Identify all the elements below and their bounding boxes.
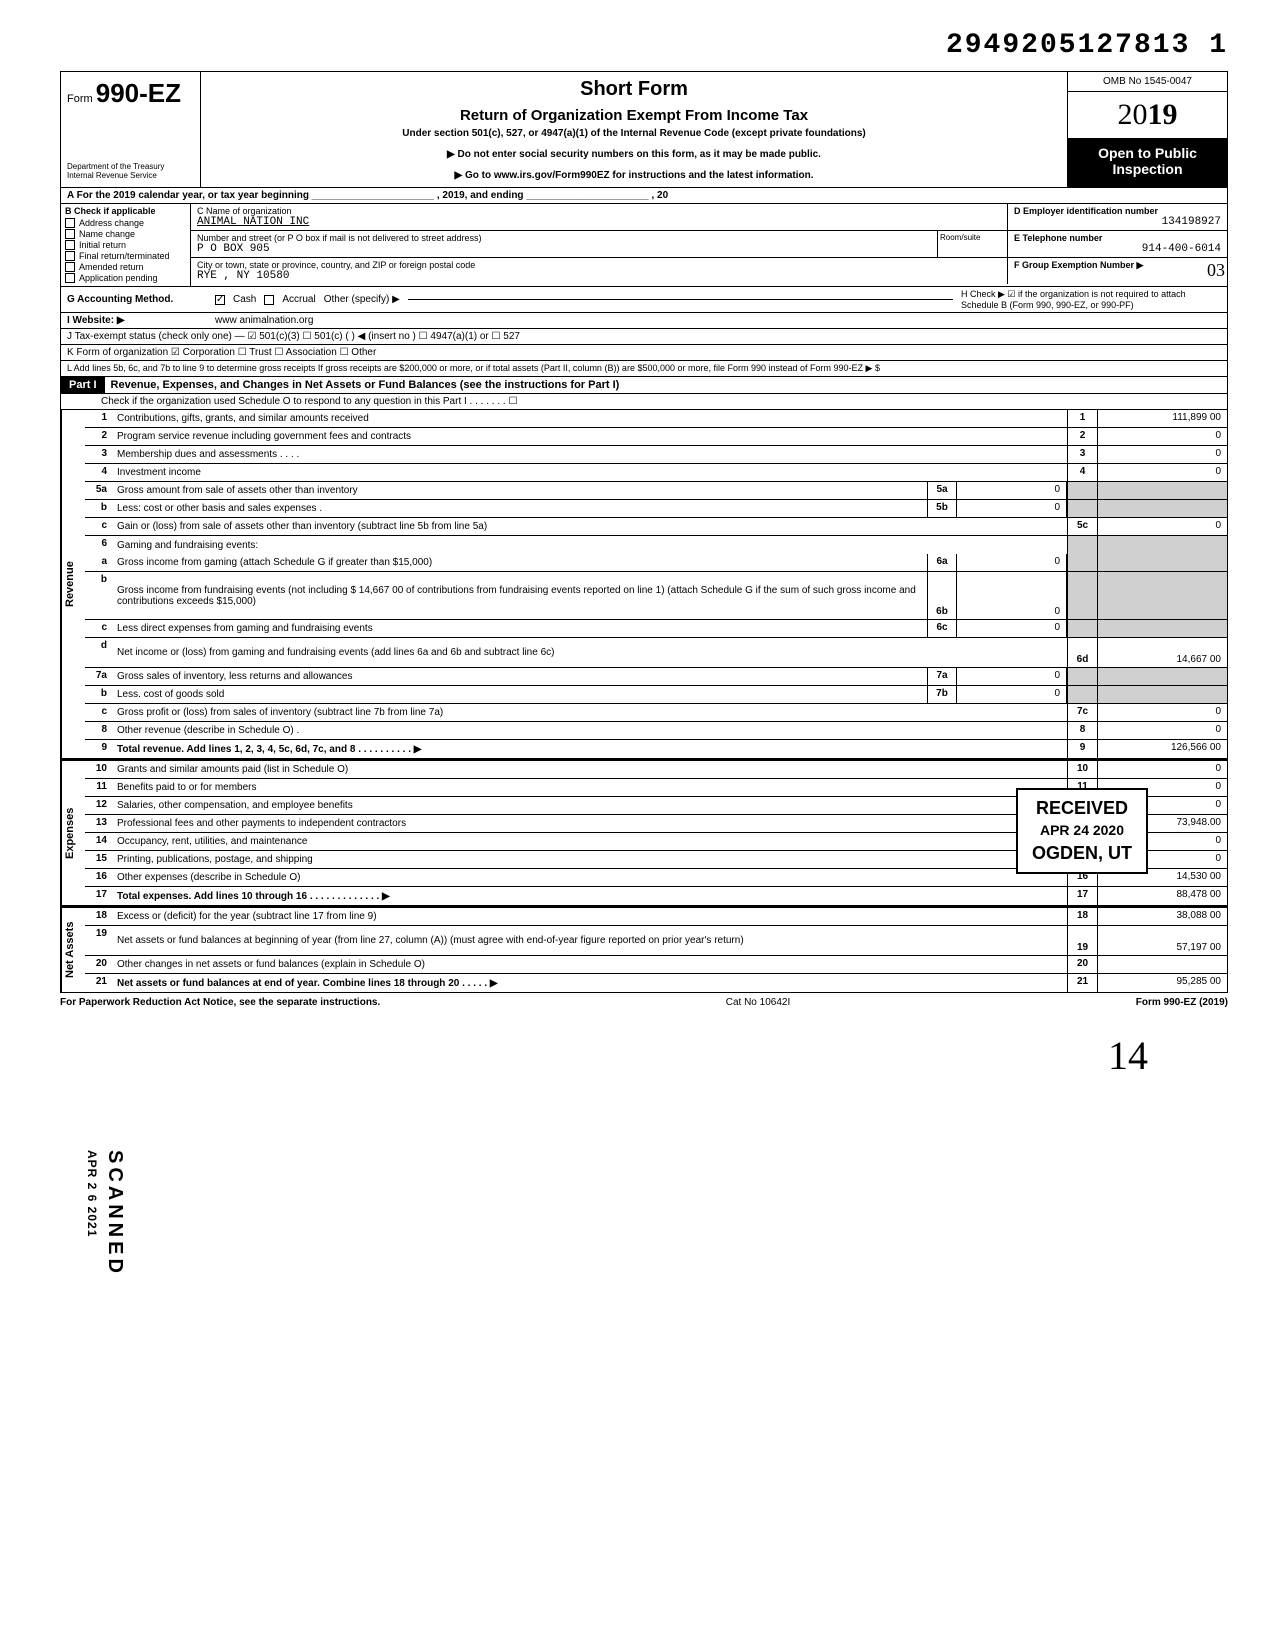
footer-right: Form 990-EZ (2019) (1136, 997, 1228, 1008)
stamp-scanned: SCANNED APR 2 6 2021 (80, 1150, 126, 1277)
info-grid: B Check if applicable Address change Nam… (60, 204, 1228, 287)
title-arrow1: ▶ Do not enter social security numbers o… (211, 149, 1057, 160)
row-A: A For the 2019 calendar year, or tax yea… (60, 188, 1228, 204)
expenses-vlabel: Expenses (61, 761, 85, 905)
dept-treasury: Department of the Treasury Internal Reve… (67, 163, 194, 181)
chk-name-change[interactable]: Name change (65, 229, 186, 239)
below-grid: G Accounting Method. Cash Accrual Other … (60, 287, 1228, 377)
row-G: G Accounting Method. Cash Accrual Other … (61, 287, 1227, 313)
chk-initial-return[interactable]: Initial return (65, 240, 186, 250)
title-main: Short Form (211, 78, 1057, 101)
room-suite: Room/suite (937, 231, 1007, 257)
chk-app-pending[interactable]: Application pending (65, 273, 186, 283)
F-group: F Group Exemption Number ▶ (1007, 258, 1227, 284)
revenue-table: Revenue 1Contributions, gifts, grants, a… (60, 410, 1228, 759)
footer: For Paperwork Reduction Act Notice, see … (60, 993, 1228, 1012)
chk-final-return[interactable]: Final return/terminated (65, 251, 186, 261)
part1-label: Part I (61, 377, 105, 393)
D-ein: D Employer identification number 1341989… (1007, 204, 1227, 230)
chk-address-change[interactable]: Address change (65, 218, 186, 228)
C-street: Number and street (or P O box if mail is… (191, 231, 937, 257)
footer-mid: Cat No 10642I (726, 997, 791, 1008)
handwritten-03: 03 (1207, 260, 1225, 281)
part1-header-row: Part I Revenue, Expenses, and Changes in… (60, 377, 1228, 394)
row-J: J Tax-exempt status (check only one) — ☑… (61, 329, 1227, 345)
revenue-vlabel: Revenue (61, 410, 85, 758)
header: Form 990-EZ Department of the Treasury I… (60, 71, 1228, 188)
E-phone: E Telephone number 914-400-6014 (1007, 231, 1227, 257)
title-sub: Return of Organization Exempt From Incom… (211, 107, 1057, 124)
netassets-lines: 18Excess or (deficit) for the year (subt… (85, 908, 1227, 992)
form-number: 990-EZ (96, 78, 181, 108)
footer-left: For Paperwork Reduction Act Notice, see … (60, 997, 380, 1008)
row-L: L Add lines 5b, 6c, and 7b to line 9 to … (61, 361, 1227, 376)
stamp-received: RECEIVED APR 24 2020 OGDEN, UT (1016, 788, 1148, 874)
form-page: 2949205127813 1 Form 990-EZ Department o… (60, 30, 1228, 1079)
title-arrow2: ▶ Go to www.irs.gov/Form990EZ for instru… (211, 170, 1057, 181)
title-box: Short Form Return of Organization Exempt… (201, 72, 1067, 187)
col-B: B Check if applicable Address change Nam… (61, 204, 191, 286)
row-I: I Website: ▶ www animalnation.org (61, 313, 1227, 329)
title-note: Under section 501(c), 527, or 4947(a)(1)… (211, 128, 1057, 139)
form-prefix: Form (67, 93, 93, 105)
C-city: City or town, state or province, country… (191, 258, 1007, 284)
netassets-table: Net Assets 18Excess or (deficit) for the… (60, 906, 1228, 993)
year: 2019 (1068, 92, 1227, 139)
chk-amended[interactable]: Amended return (65, 262, 186, 272)
col-CDEF: C Name of organization ANIMAL NATION INC… (191, 204, 1227, 286)
form-id-box: Form 990-EZ Department of the Treasury I… (61, 72, 201, 187)
chk-cash[interactable] (215, 295, 225, 305)
part1-title: Revenue, Expenses, and Changes in Net As… (105, 377, 626, 393)
open-public: Open to Public Inspection (1068, 139, 1227, 187)
other-line[interactable] (408, 299, 953, 300)
chk-accrual[interactable] (264, 295, 274, 305)
revenue-lines: 1Contributions, gifts, grants, and simil… (85, 410, 1227, 758)
page-number: 2949205127813 1 (60, 30, 1228, 61)
row-H: H Check ▶ ☑ if the organization is not r… (961, 289, 1221, 310)
year-box: OMB No 1545-0047 2019 Open to Public Ins… (1067, 72, 1227, 187)
row-K: K Form of organization ☑ Corporation ☐ T… (61, 345, 1227, 361)
omb: OMB No 1545-0047 (1068, 72, 1227, 92)
handwritten-sign: 14 (60, 1032, 1228, 1079)
B-header: B Check if applicable (65, 206, 186, 216)
part1-check: Check if the organization used Schedule … (60, 394, 1228, 410)
C-name: C Name of organization ANIMAL NATION INC (191, 204, 1007, 230)
netassets-vlabel: Net Assets (61, 908, 85, 992)
